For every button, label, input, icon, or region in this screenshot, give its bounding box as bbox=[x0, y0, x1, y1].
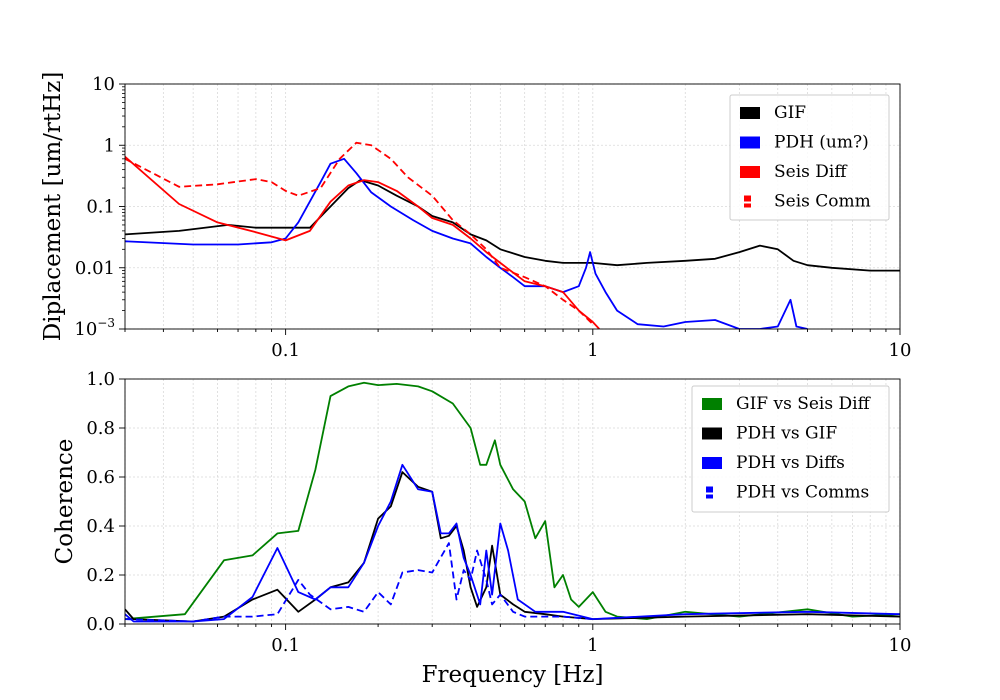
legend-label: Seis Comm bbox=[774, 192, 871, 212]
legend-swatch bbox=[702, 427, 722, 440]
legend-label: Seis Diff bbox=[774, 162, 848, 182]
y-tick-label: 10 bbox=[92, 74, 115, 95]
x-tick-label: 0.1 bbox=[271, 340, 300, 361]
x-tick-label: 1 bbox=[587, 635, 598, 656]
x-tick-label: 1 bbox=[587, 340, 598, 361]
y-tick-label: 0.1 bbox=[86, 197, 115, 218]
axes-frame bbox=[124, 378, 901, 625]
x-tick-label: 10 bbox=[889, 340, 912, 361]
legend-swatch bbox=[706, 494, 713, 499]
legend-swatch bbox=[702, 398, 722, 410]
legend-item-pdh-um: PDH (um?) bbox=[740, 133, 869, 153]
legend-swatch bbox=[744, 195, 751, 202]
y-tick-label: 0.8 bbox=[86, 418, 115, 439]
legend-label: PDH vs GIF bbox=[736, 424, 837, 444]
y-axis-label: Diplacement [um/rtHz] bbox=[40, 72, 66, 342]
x-axis-label: Frequency [Hz] bbox=[422, 662, 604, 688]
legend-swatch bbox=[702, 457, 722, 469]
series-line-pdh-vs-gif bbox=[125, 471, 900, 623]
legend-swatch bbox=[740, 136, 760, 149]
legend-item-pdh-vs-comms: PDH vs Comms bbox=[706, 483, 869, 503]
coherence-panel: 0.1 1 10 1.0 0.8 0.6 0.4 0.2 0.0 Coherence Frequen… bbox=[52, 369, 911, 688]
legend-item-seis-diff: Seis Diff bbox=[740, 162, 848, 182]
x-tick-label: 10 bbox=[889, 635, 912, 656]
legend-label: GIF bbox=[774, 103, 806, 123]
legend-box bbox=[691, 385, 890, 513]
legend-item-gif: GIF bbox=[740, 103, 806, 123]
legend-label: PDH (um?) bbox=[774, 133, 869, 153]
legend-swatch bbox=[740, 166, 760, 178]
legend-item-pdh-vs-diffs: PDH vs Diffs bbox=[702, 453, 845, 473]
series-line-pdh-vs-comms bbox=[125, 542, 593, 623]
legend: GIF vs Seis Diff PDH vs GIF PDH vs Diffs PD… bbox=[691, 385, 890, 513]
y-tick-label: 0.2 bbox=[86, 565, 115, 586]
displacement-panel: 0.1 1 10 10 1 0.1 0.01 10−3 Diplacement [um/rtHz… bbox=[40, 72, 911, 361]
legend-item-gif-vs-seis-diff: GIF vs Seis Diff bbox=[702, 394, 872, 414]
y-tick-label: 0.4 bbox=[86, 516, 115, 537]
legend-item-seis-comm: Seis Comm bbox=[744, 192, 871, 212]
series-group bbox=[125, 381, 900, 623]
legend-label: PDH vs Diffs bbox=[736, 453, 845, 473]
legend-item-pdh-vs-gif: PDH vs GIF bbox=[702, 424, 837, 444]
series-line-gif-vs-seis-diff bbox=[125, 381, 900, 620]
legend-box bbox=[729, 94, 890, 221]
legend-swatch bbox=[706, 486, 713, 493]
series-line-seis-diff bbox=[125, 156, 600, 329]
legend-label: GIF vs Seis Diff bbox=[736, 394, 872, 414]
y-tick-label: 0.01 bbox=[75, 258, 115, 279]
y-axis-label: Coherence bbox=[52, 439, 78, 565]
legend: GIF PDH (um?) Seis Diff Seis Comm bbox=[729, 94, 890, 221]
series-line-pdh-vs-diffs bbox=[125, 463, 900, 623]
y-tick-label: 0.6 bbox=[86, 467, 115, 488]
series-line-pdh-um bbox=[125, 157, 808, 329]
legend-swatch bbox=[740, 107, 760, 119]
legend-label: PDH vs Comms bbox=[736, 483, 869, 503]
x-tick-label: 0.1 bbox=[271, 635, 300, 656]
y-tick-label: 10−3 bbox=[74, 316, 115, 340]
legend-swatch bbox=[744, 203, 751, 208]
y-tick-label: 1 bbox=[104, 135, 115, 156]
series-line-seis-comm bbox=[125, 141, 594, 325]
y-tick-label: 1.0 bbox=[86, 369, 115, 390]
series-group bbox=[125, 141, 900, 329]
y-tick-label: 0.0 bbox=[86, 614, 115, 635]
